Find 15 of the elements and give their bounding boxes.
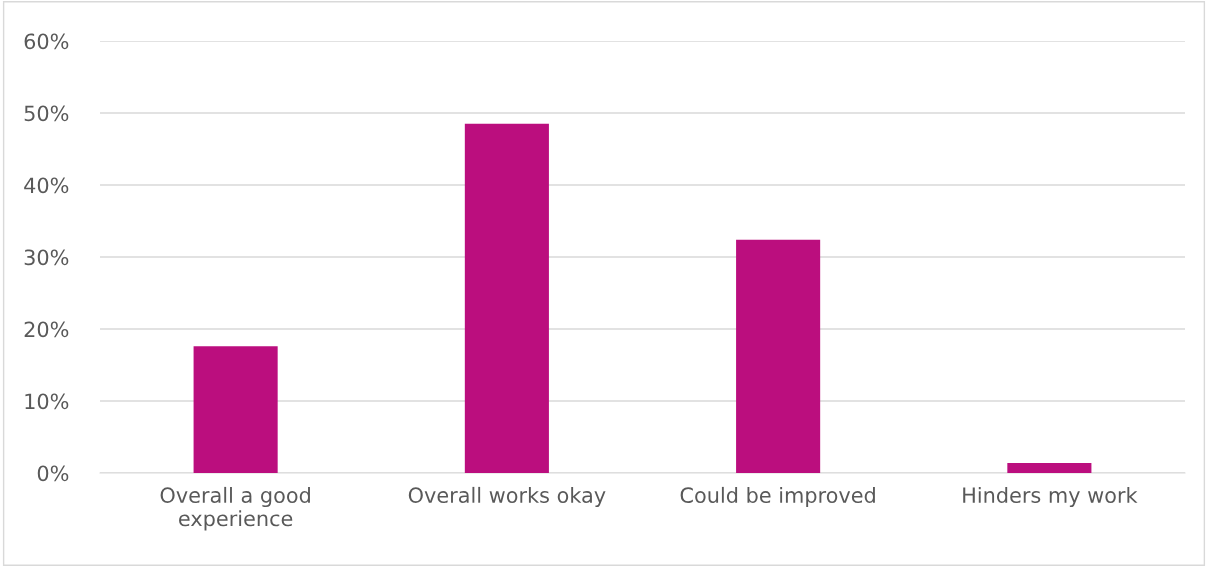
x-tick-label: Overall works okay: [408, 486, 606, 508]
y-tick-label: 0%: [37, 465, 69, 482]
x-tick-label: Hinders my work: [963, 486, 1138, 508]
x-tick-label: Could be improved: [680, 486, 875, 508]
y-tick-label: 20%: [24, 321, 69, 338]
bar: [1007, 462, 1092, 473]
y-tick-label: 40%: [24, 177, 69, 194]
y-tick-label: 60%: [24, 33, 69, 50]
bar: [464, 123, 549, 473]
y-tick-label: 10%: [25, 393, 69, 410]
bar: [736, 239, 821, 473]
y-tick-label: 50%: [24, 105, 69, 122]
y-tick-label: 30%: [24, 249, 69, 266]
x-tick-label: Overall a good experience: [160, 486, 310, 531]
bar: [193, 346, 278, 473]
